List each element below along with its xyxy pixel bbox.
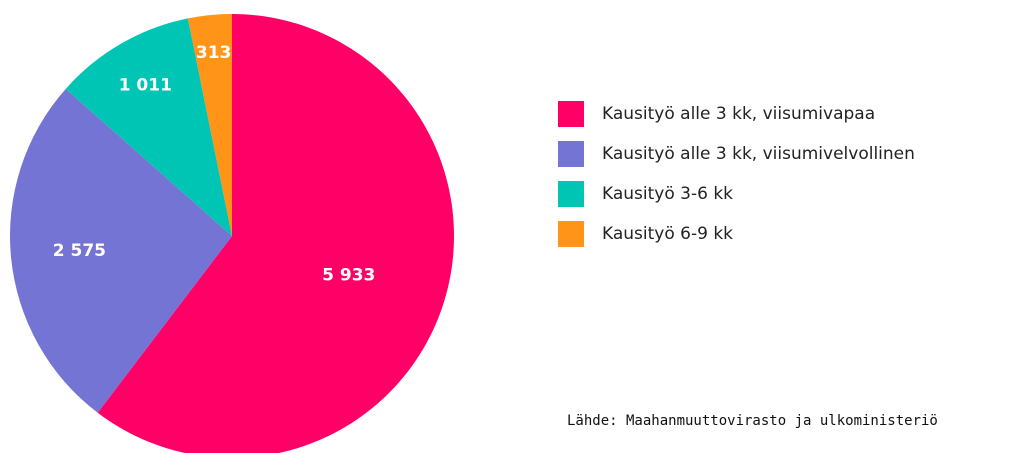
legend-label: Kausityö alle 3 kk, viisumivapaa: [602, 104, 875, 124]
legend-swatch: [558, 181, 584, 207]
legend-swatch: [558, 221, 584, 247]
data-label: 2 575: [53, 241, 106, 261]
legend-swatch: [558, 141, 584, 167]
pie-slice: [65, 18, 232, 236]
pie-slice: [187, 14, 232, 236]
data-label: 5 933: [322, 265, 375, 285]
legend-swatch: [558, 101, 584, 127]
pie-slice: [10, 88, 232, 413]
legend-label: Kausityö alle 3 kk, viisumivelvollinen: [602, 144, 915, 164]
legend-label: Kausityö 3-6 kk: [602, 184, 733, 204]
pie-slice: [97, 14, 454, 453]
data-label: 313: [196, 43, 232, 63]
legend-label: Kausityö 6-9 kk: [602, 224, 733, 244]
data-label: 1 011: [119, 76, 172, 96]
source-note: Lähde: Maahanmuuttovirasto ja ulkominist…: [567, 413, 938, 429]
